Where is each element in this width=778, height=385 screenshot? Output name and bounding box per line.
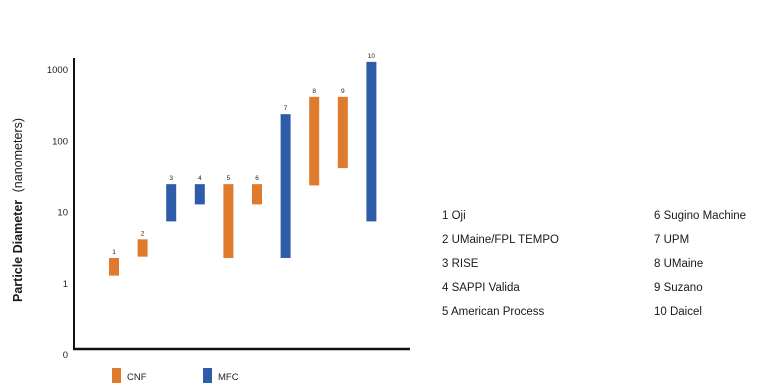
- range-bar-5: [223, 184, 234, 258]
- range-bar-label: 6: [255, 175, 259, 182]
- source-legend-item: 10 Daicel: [654, 306, 702, 318]
- range-bar-3: [166, 184, 177, 222]
- y-tick-label: 10: [57, 208, 68, 219]
- source-legend-item: 6 Sugino Machine: [654, 210, 747, 222]
- y-tick-label: 100: [52, 136, 68, 147]
- range-bar-label: 4: [198, 175, 202, 182]
- range-bar-1: [109, 257, 119, 276]
- range-bar-8: [309, 96, 320, 186]
- range-bar-label: 8: [312, 88, 316, 95]
- y-tick-label: 1000: [47, 65, 68, 76]
- range-bar-label: 10: [368, 53, 376, 60]
- range-bar-9: [337, 96, 348, 169]
- range-bar-label: 2: [141, 230, 145, 237]
- source-legend-item: 2 UMaine/FPL TEMPO: [442, 234, 559, 246]
- source-legend: 1 Oji 6 Sugino Machine 2 UMaine/FPL TEMPO 7…: [442, 206, 772, 322]
- range-bar-4: [194, 184, 205, 205]
- source-legend-item: 9 Suzano: [654, 282, 703, 294]
- legend-label-cnf: CNF: [127, 372, 147, 383]
- range-bar-labels: 1 2 3 4 5 6 7 8 9 10: [112, 53, 375, 256]
- y-tick-label: 0: [63, 350, 68, 361]
- legend-swatch-mfc: [203, 368, 212, 383]
- legend-label-mfc: MFC: [218, 372, 239, 383]
- range-bar-label: 3: [169, 175, 173, 182]
- legend-swatch-cnf: [112, 368, 121, 383]
- source-legend-item: 1 Oji: [442, 210, 466, 222]
- range-chart: Particle Diameter (nanometers) 100010010…: [11, 53, 410, 383]
- range-bar-label: 1: [112, 249, 116, 256]
- range-bar-2: [137, 239, 148, 257]
- y-tick-label: 1: [63, 279, 68, 290]
- range-bar-label: 5: [227, 175, 231, 182]
- source-legend-item: 3 RISE: [442, 258, 479, 270]
- source-legend-item: 5 American Process: [442, 306, 545, 318]
- range-bar-label: 7: [284, 105, 288, 112]
- y-axis-label-units: (nanometers): [11, 118, 25, 192]
- series-legend: CNF MFC: [112, 368, 239, 383]
- source-legend-item: 8 UMaine: [654, 258, 704, 270]
- source-legend-item: 7 UPM: [654, 234, 690, 246]
- y-axis-label: Particle Diameter (nanometers): [11, 118, 25, 302]
- range-bar-10: [366, 61, 377, 222]
- range-bar-label: 9: [341, 88, 345, 95]
- range-bars: [109, 61, 377, 276]
- y-axis-label-bold: Particle Diameter: [11, 200, 25, 302]
- range-bar-7: [280, 114, 291, 258]
- source-legend-item: 4 SAPPI Valida: [442, 282, 520, 294]
- range-bar-6: [252, 184, 262, 205]
